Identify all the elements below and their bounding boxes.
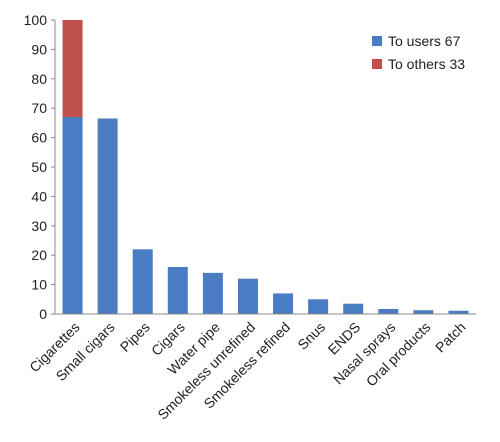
y-tick-label: 80 [31,71,47,87]
x-tick-label-patch: Patch [432,319,469,356]
bars-group [62,20,469,315]
y-tick-label: 100 [24,12,48,28]
y-tick-label: 10 [31,277,47,293]
bar-smokeless-refined-to-users [273,293,294,314]
x-tick-label-snus: Snus [294,319,328,353]
legend-item-to-others: To others 33 [372,52,465,75]
bar-patch-to-users [448,310,469,314]
y-tick-label: 90 [31,41,47,57]
bar-cigarettes-to-users [62,117,83,315]
legend-swatch-to-others [372,58,382,69]
legend-swatch-to-users [372,35,382,46]
y-tick-label: 50 [31,159,47,175]
bar-cigars-to-users [167,266,188,314]
x-tick-label-pipes: Pipes [117,319,153,355]
bar-pipes-to-users [132,249,153,314]
legend-label-to-users: To users 67 [388,32,461,49]
y-tick-label: 60 [31,130,47,146]
y-tick-label: 0 [39,306,47,322]
bar-snus-to-users [308,299,329,314]
bar-nasal-sprays-to-users [378,309,399,314]
bar-small-cigars-to-users [97,118,118,315]
legend-item-to-users: To users 67 [372,29,465,52]
y-axis: 0 10 20 30 40 50 60 70 80 90 100 [24,12,56,322]
bar-ends-to-users [343,303,364,314]
bar-water-pipe-to-users [202,272,223,314]
bar-oral-products-to-users [413,310,434,314]
legend-label-to-others: To others 33 [388,55,466,72]
legend: To users 67 To others 33 [372,29,465,75]
bar-smokeless-unrefined-to-users [237,278,258,314]
bar-cigarettes-to-others [62,20,83,118]
y-tick-label: 20 [31,247,47,263]
y-tick-label: 30 [31,218,47,234]
y-tick-label: 70 [31,100,47,116]
y-tick-label: 40 [31,188,47,204]
